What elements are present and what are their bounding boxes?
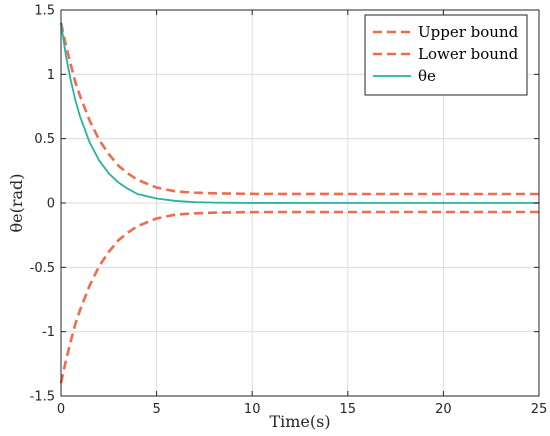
x-tick-label: 25 <box>531 402 548 417</box>
legend-label-2: θe <box>418 67 436 85</box>
series-line-2 <box>60 22 539 204</box>
y-tick-label: 1 <box>47 68 55 83</box>
series-layer <box>59 22 539 384</box>
y-tick-label: -1.5 <box>30 390 55 405</box>
y-tick-label: 0 <box>47 197 55 212</box>
y-tick-label: -1 <box>42 325 55 340</box>
legend-label-1: Lower bound <box>418 45 519 63</box>
x-axis-label: Time(s) <box>269 412 330 431</box>
legend: Upper bound Lower bound θe <box>364 14 528 96</box>
series-line-0 <box>59 22 539 196</box>
series-line-1 <box>59 210 539 384</box>
legend-label-0: Upper bound <box>418 23 519 41</box>
x-tick-label: 15 <box>340 402 357 417</box>
y-tick-label: 0.5 <box>34 132 55 147</box>
x-tick-label: 10 <box>244 402 261 417</box>
x-tick-label: 5 <box>152 402 160 417</box>
x-tick-label: 0 <box>57 402 65 417</box>
x-tick-label: 20 <box>435 402 452 417</box>
y-tick-label: 1.5 <box>34 4 55 19</box>
ticks: 0 5 10 15 20 25 1.5 1 0.5 0 -0.5 -1 -1.5 <box>30 4 548 418</box>
y-axis-label: θe(rad) <box>7 173 26 232</box>
y-tick-label: -0.5 <box>30 261 55 276</box>
